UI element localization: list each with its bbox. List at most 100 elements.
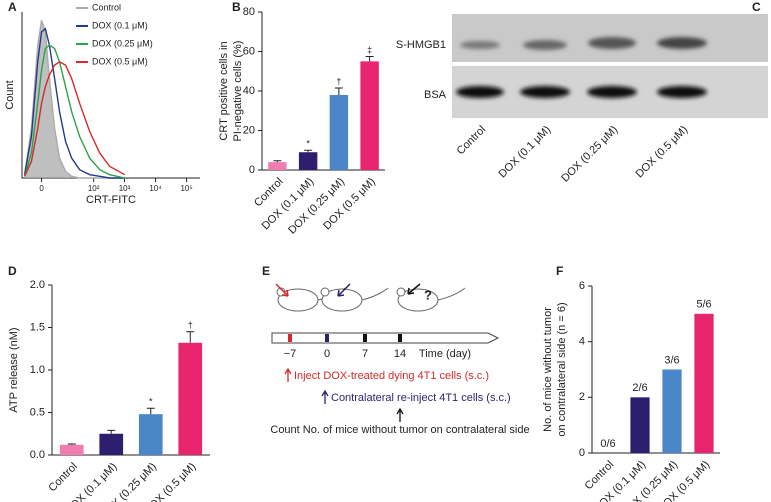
time-tick: −7 bbox=[284, 348, 297, 360]
legend-label: DOX (0.5 μM) bbox=[92, 56, 148, 66]
y-tick-label: 60 bbox=[243, 45, 255, 57]
band bbox=[657, 37, 707, 49]
row-label: BSA bbox=[424, 89, 447, 101]
band bbox=[456, 86, 504, 98]
timeline-diagram: E ? −7 0 7 14 Time (day) Inject DOX-trea… bbox=[262, 264, 530, 436]
annotation: † bbox=[336, 76, 341, 86]
x-tick-label: 10³ bbox=[119, 184, 131, 193]
y-axis-label: ATP release (nM) bbox=[8, 327, 20, 412]
x-tick-label: 10² bbox=[88, 184, 100, 193]
time-tick: 0 bbox=[324, 348, 330, 360]
bar bbox=[298, 152, 318, 170]
band bbox=[523, 40, 567, 50]
y-tick-label: 2.0 bbox=[30, 279, 45, 291]
error-bar bbox=[146, 407, 155, 415]
bar bbox=[662, 369, 682, 453]
annotation: * bbox=[306, 139, 310, 149]
annotation: * bbox=[149, 397, 153, 407]
y-axis-label: Count bbox=[4, 80, 16, 109]
error-bar bbox=[67, 443, 76, 445]
x-axis-label: CRT-FITC bbox=[86, 194, 136, 206]
panel-letter: B bbox=[232, 0, 241, 14]
bar bbox=[59, 444, 84, 455]
bar bbox=[630, 397, 650, 453]
x-tick-label: 10⁴ bbox=[149, 184, 162, 193]
step-text: Contralateral re-inject 4T1 cells (s.c.) bbox=[331, 392, 511, 404]
bar bbox=[268, 162, 287, 170]
band bbox=[460, 41, 500, 49]
error-bar bbox=[365, 55, 374, 62]
western-blot: C S-HMGB1 BSA Control DOX (0.1 μM) DOX (… bbox=[396, 0, 768, 185]
y-tick-label: 2 bbox=[579, 391, 585, 403]
panel-letter: E bbox=[262, 264, 270, 278]
mouse-icon bbox=[276, 287, 466, 312]
band bbox=[587, 86, 637, 98]
time-tick: 7 bbox=[362, 348, 368, 360]
bar bbox=[138, 414, 163, 455]
error-bar bbox=[334, 87, 343, 95]
step-text: Inject DOX-treated dying 4T1 cells (s.c.… bbox=[294, 370, 489, 382]
line bbox=[23, 20, 125, 179]
line bbox=[23, 60, 126, 177]
time-arrow bbox=[271, 332, 500, 344]
panel-letter: C bbox=[752, 0, 761, 14]
legend-label: Control bbox=[92, 2, 121, 12]
arrow bbox=[275, 283, 289, 297]
lane-label: DOX (0.5 μM) bbox=[634, 124, 691, 181]
y-axis-label: PI-negative cells (%) bbox=[232, 41, 244, 142]
panel-letter: D bbox=[8, 264, 17, 278]
x-tick-label: 0 bbox=[39, 184, 44, 193]
area bbox=[24, 20, 125, 178]
legend-label: DOX (0.1 μM) bbox=[92, 20, 148, 30]
panel-letter: F bbox=[556, 264, 563, 278]
annotation: † bbox=[188, 320, 193, 330]
time-marker bbox=[398, 334, 402, 342]
error-bar bbox=[107, 429, 116, 434]
bar bbox=[99, 433, 124, 455]
bar bbox=[329, 94, 349, 170]
y-axis-label: on contralateral side (n = 6) bbox=[556, 302, 568, 436]
band bbox=[657, 86, 707, 98]
y-tick-label: 80 bbox=[243, 6, 255, 18]
error-bar bbox=[304, 149, 313, 153]
value-label: 3/6 bbox=[664, 354, 679, 366]
y-axis-label: No. of mice without tumor bbox=[542, 307, 554, 432]
lane-label: DOX (0.1 μM) bbox=[497, 124, 554, 181]
y-tick-label: 4 bbox=[579, 336, 585, 348]
legend-label: DOX (0.25 μM) bbox=[92, 38, 153, 48]
arrow bbox=[284, 367, 292, 382]
band bbox=[520, 86, 570, 98]
bar bbox=[360, 61, 379, 170]
y-tick-label: 1.0 bbox=[30, 364, 45, 376]
y-tick-label: 40 bbox=[243, 85, 255, 97]
value-label: 5/6 bbox=[696, 299, 711, 311]
y-tick-label: 0 bbox=[249, 164, 255, 176]
error-bar bbox=[273, 160, 282, 163]
annotation: ‡ bbox=[367, 45, 372, 55]
x-tick-label: Control bbox=[46, 461, 80, 495]
arrow bbox=[321, 389, 329, 404]
arrow bbox=[396, 407, 404, 422]
error-bar bbox=[186, 331, 195, 343]
time-tick: 14 bbox=[394, 348, 406, 360]
time-marker bbox=[363, 334, 367, 342]
value-label: 0/6 bbox=[600, 438, 615, 450]
arrow bbox=[337, 283, 351, 297]
time-marker bbox=[288, 334, 292, 342]
arrow bbox=[407, 283, 421, 295]
bar bbox=[694, 313, 714, 453]
y-tick-label: 0.0 bbox=[30, 449, 45, 461]
lane-label: DOX (0.25 μM) bbox=[559, 124, 620, 185]
row-label: S-HMGB1 bbox=[396, 39, 446, 51]
lane-label: Control bbox=[455, 124, 489, 158]
y-tick-label: 0.5 bbox=[30, 406, 45, 418]
step-text: Count No. of mice without tumor on contr… bbox=[270, 424, 529, 436]
question-mark: ? bbox=[424, 287, 432, 302]
x-tick-label: 10⁵ bbox=[180, 184, 192, 193]
value-label: 2/6 bbox=[632, 382, 647, 394]
y-axis-label: CRT positive cells in bbox=[218, 41, 230, 140]
band bbox=[588, 37, 636, 49]
line bbox=[23, 27, 125, 179]
y-tick-label: 0 bbox=[579, 447, 585, 459]
